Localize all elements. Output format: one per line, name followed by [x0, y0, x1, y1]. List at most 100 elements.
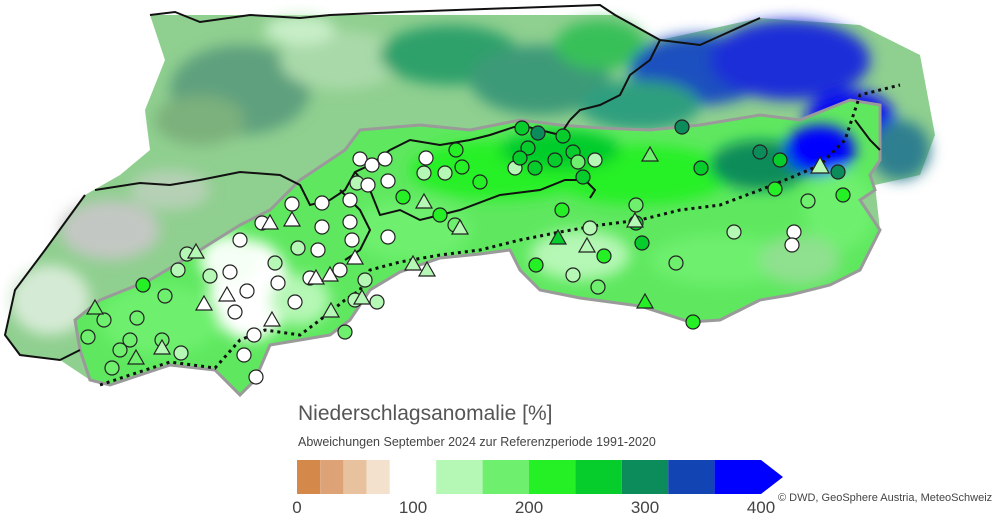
station-circle: [416, 165, 432, 181]
colorbar-class-11: [714, 460, 761, 494]
station-circle: [752, 144, 768, 160]
legend-title: Niederschlagsanomalie [%]: [298, 402, 553, 425]
station-triangle: [450, 218, 470, 235]
colorbar-class-1: [320, 460, 344, 494]
station-triangle: [548, 228, 568, 245]
station-circle: [170, 262, 186, 278]
station-circle: [512, 150, 528, 166]
station-circle: [570, 154, 586, 170]
station-triangle: [85, 298, 105, 315]
station-circle: [693, 160, 709, 176]
station-circle: [437, 165, 453, 181]
station-circle: [685, 314, 701, 330]
station-circle: [337, 324, 353, 340]
station-circle: [314, 195, 330, 211]
station-circle: [236, 347, 252, 363]
station-circle: [674, 119, 690, 135]
colorbar-class-8: [575, 460, 622, 494]
station-circle: [454, 159, 470, 175]
alpine-divide-line: [99, 83, 901, 387]
station-circle: [528, 257, 544, 273]
stations-circles: [80, 119, 851, 385]
station-circle: [380, 173, 396, 189]
station-circle: [239, 283, 255, 299]
station-circle: [310, 242, 326, 258]
station-circle: [514, 120, 530, 136]
station-triangle: [352, 288, 372, 305]
station-circle: [380, 229, 396, 245]
station-circle: [784, 237, 800, 253]
station-triangle: [417, 260, 437, 277]
colorbar-class-0: [297, 460, 321, 494]
station-circle: [246, 327, 262, 343]
colorbar-class-2: [343, 460, 367, 494]
station-triangle: [194, 294, 214, 311]
colorbar: [297, 460, 783, 494]
station-circle: [772, 152, 788, 168]
precipitation-anomaly-map: [3, 3, 935, 398]
station-circle: [418, 150, 434, 166]
station-circle: [342, 192, 358, 208]
station-triangle: [403, 254, 423, 271]
station-circle: [104, 360, 120, 376]
station-circle: [129, 310, 145, 326]
station-triangle: [321, 301, 341, 318]
station-triangle: [635, 292, 655, 309]
colorbar-class-6: [482, 460, 529, 494]
station-triangle: [809, 155, 831, 174]
colorbar-class-7: [529, 460, 576, 494]
station-triangle: [625, 211, 645, 228]
station-circle: [232, 232, 248, 248]
station-circle: [590, 279, 606, 295]
station-triangle: [260, 213, 280, 230]
station-triangle: [217, 285, 237, 302]
station-circle: [800, 193, 816, 209]
station-circle: [767, 181, 783, 197]
colorbar-class-5: [436, 460, 483, 494]
station-circle: [786, 224, 802, 240]
station-circle: [342, 214, 358, 230]
colorbar-tick-100: 100: [398, 498, 428, 517]
station-circle: [668, 255, 684, 271]
stations-triangles: [85, 145, 831, 365]
station-circle: [352, 151, 368, 167]
station-circle: [726, 224, 742, 240]
station-triangle: [262, 310, 282, 327]
station-triangle: [152, 338, 172, 355]
station-circle: [830, 164, 846, 180]
station-circle: [369, 294, 385, 310]
station-circle: [565, 267, 581, 283]
station-circle: [587, 152, 603, 168]
station-circle: [135, 277, 151, 293]
station-triangle: [186, 242, 206, 259]
station-circle: [96, 312, 112, 328]
colorbar-overflow-arrow: [761, 460, 783, 494]
station-circle: [527, 160, 543, 176]
station-circle: [634, 235, 650, 251]
station-circle: [270, 275, 286, 291]
station-triangle: [577, 236, 597, 253]
station-circle: [628, 197, 644, 213]
colorbar-tick-300: 300: [630, 498, 660, 517]
station-circle: [222, 264, 238, 280]
copyright-credit: © DWD, GeoSphere Austria, MeteoSchweiz: [778, 492, 993, 504]
station-triangle: [282, 210, 302, 227]
colorbar-tick-0: 0: [292, 498, 302, 517]
station-circle: [555, 128, 571, 144]
station-circle: [248, 369, 264, 385]
station-circle: [377, 151, 393, 167]
station-circle: [547, 152, 563, 168]
station-circle: [287, 294, 303, 310]
station-circle: [157, 288, 173, 304]
station-triangle: [345, 248, 365, 265]
station-circle: [596, 248, 612, 264]
station-circle: [173, 345, 189, 361]
station-circle: [314, 219, 330, 235]
station-circle: [432, 207, 448, 223]
station-circle: [520, 140, 536, 156]
station-circle: [554, 202, 570, 218]
station-triangle: [126, 348, 146, 365]
station-triangle: [320, 265, 340, 282]
station-circle: [122, 332, 138, 348]
station-circle: [357, 272, 373, 288]
